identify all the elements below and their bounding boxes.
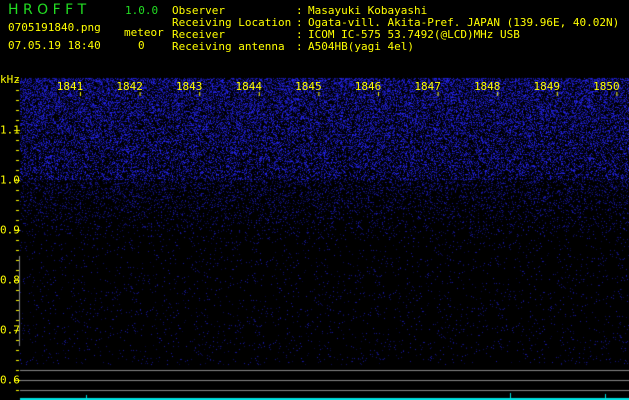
meteor-count: 0: [138, 39, 145, 52]
info-row-location: Receiving Location: Ogata-vill. Akita-Pre…: [172, 17, 619, 29]
y-tick-label: 1.0: [0, 173, 20, 187]
info-value: Masayuki Kobayashi: [308, 4, 428, 17]
meteor-label: meteor: [124, 26, 164, 39]
x-tick-label: 1844: [235, 80, 263, 93]
app-version: 1.0.0: [125, 4, 159, 17]
info-label: Receiving antenna: [172, 40, 285, 53]
x-tick-label: 1841: [56, 80, 84, 93]
info-value: Ogata-vill. Akita-Pref. JAPAN (139.96E, …: [308, 16, 620, 29]
info-value: A504HB(yagi 4el): [308, 40, 414, 53]
file-datetime: 07.05.19 18:40: [8, 39, 101, 52]
info-row-receiver: Receiver: ICOM IC-575 53.7492(@LCD)MHz US…: [172, 29, 619, 41]
info-value: ICOM IC-575 53.7492(@LCD)MHz USB: [308, 28, 520, 41]
info-label: Observer: [172, 4, 225, 17]
x-tick-label: 1847: [414, 80, 441, 93]
info-separator: :: [296, 16, 303, 29]
y-tick-label: 0.9: [0, 223, 20, 237]
info-row-antenna: Receiving antenna: A504HB(yagi 4el): [172, 41, 619, 53]
x-tick-label: 1842: [116, 80, 143, 93]
x-tick-label: 1848: [473, 80, 501, 93]
info-panel: Observer: Masayuki Kobayashi Receiving Lo…: [172, 5, 619, 53]
info-separator: :: [296, 28, 303, 41]
y-tick-label: 0.7: [0, 323, 20, 337]
info-label: Receiving Location: [172, 16, 292, 29]
file-name: 0705191840.png: [8, 21, 101, 34]
info-row-observer: Observer: Masayuki Kobayashi: [172, 5, 619, 17]
info-separator: :: [296, 40, 303, 53]
x-tick-label: 1846: [354, 80, 382, 93]
x-tick-label: 1849: [533, 80, 561, 93]
info-label: Receiver: [172, 28, 225, 41]
x-tick-label: 1850: [593, 80, 620, 93]
y-tick-label: 0.8: [0, 273, 20, 287]
x-tick-label: 1843: [175, 80, 203, 93]
app-logo: H R O F F T: [8, 2, 87, 18]
y-tick-label: 0.6: [0, 373, 20, 387]
y-tick-label: 1.1: [0, 123, 20, 137]
info-separator: :: [296, 4, 303, 17]
y-unit-label: kHz: [0, 73, 20, 86]
x-tick-label: 1845: [295, 80, 322, 93]
